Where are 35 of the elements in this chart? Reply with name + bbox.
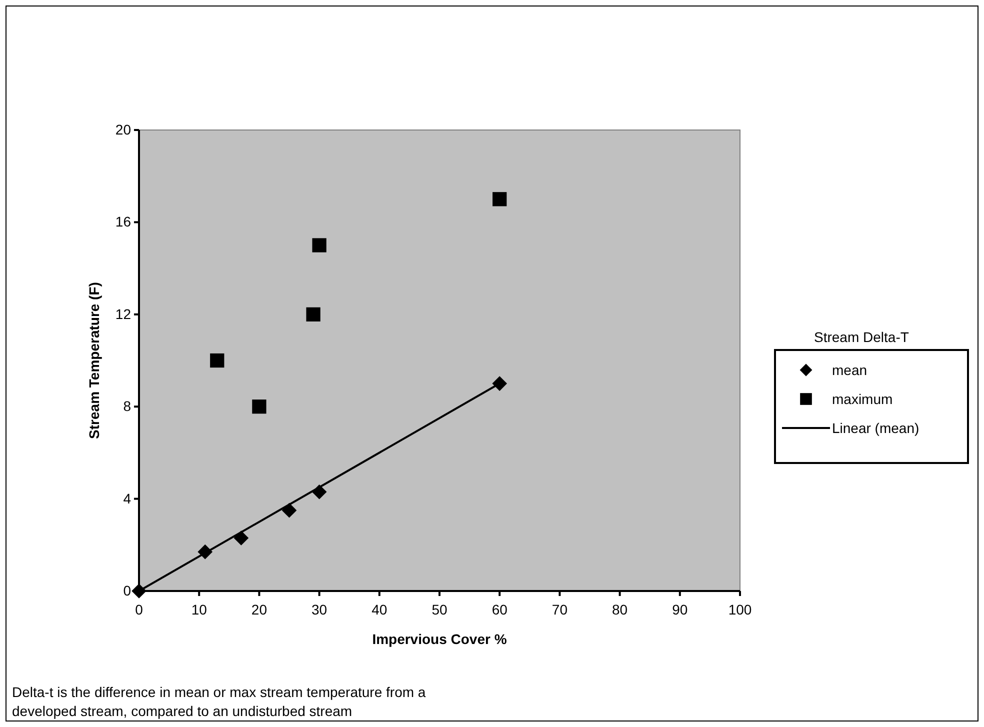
point xyxy=(492,376,508,391)
y-tick-label: 0 xyxy=(123,582,132,598)
legend-title: Stream Delta-T xyxy=(814,329,910,345)
x-tick-label: 40 xyxy=(372,601,388,618)
x-tick-label: 90 xyxy=(672,601,688,618)
y-tick-label: 4 xyxy=(123,490,132,506)
y-tick-label: 8 xyxy=(123,398,132,414)
legend-label: maximum xyxy=(832,391,893,407)
point xyxy=(312,238,326,252)
x-tick-label: 50 xyxy=(432,601,448,618)
point xyxy=(210,353,224,368)
x-tick-label: 80 xyxy=(612,601,628,618)
y-tick-label: 20 xyxy=(115,121,132,138)
y-tick-label: 16 xyxy=(115,214,132,230)
point xyxy=(312,484,327,500)
legend-label: Linear (mean) xyxy=(832,420,920,436)
text: Delta-t is the difference in mean or max stream temperature from a developed stream, compared to an undisturbed stream xyxy=(12,684,426,719)
point xyxy=(132,584,146,598)
x-tick-label: 70 xyxy=(552,601,568,618)
x-tick-label: 0 xyxy=(135,601,144,618)
x-tick-label: 10 xyxy=(191,601,208,618)
y-axis-title: Stream Temperature (F) xyxy=(86,282,102,439)
point xyxy=(252,400,266,414)
x-tick-label: 100 xyxy=(728,601,752,618)
point xyxy=(198,544,213,560)
point xyxy=(234,530,249,546)
y-tick-label: 12 xyxy=(115,306,132,322)
x-tick-label: 60 xyxy=(492,601,508,618)
point xyxy=(306,307,320,322)
x-tick-label: 30 xyxy=(312,601,328,618)
x-axis-title: Impervious Cover % xyxy=(372,631,508,647)
point xyxy=(492,192,507,206)
x-tick-label: 20 xyxy=(251,601,268,618)
legend-label: mean xyxy=(832,362,868,378)
point xyxy=(282,502,297,518)
